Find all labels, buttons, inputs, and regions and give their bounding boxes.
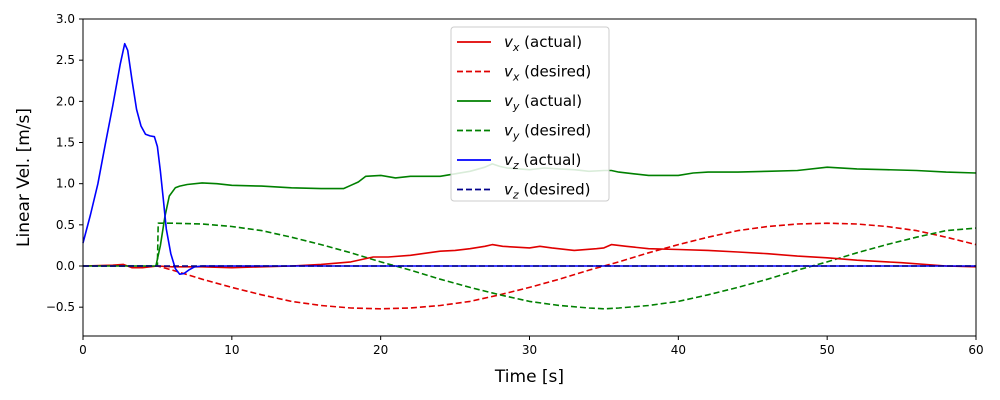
- x-tick-label: 40: [671, 343, 686, 357]
- legend-label: vy (actual): [504, 92, 582, 113]
- y-axis: −0.5 0.0 0.5 1.0 1.5 2.0 2.5 3.0: [46, 12, 83, 314]
- legend-label: vy (desired): [504, 122, 591, 143]
- y-tick-label: 0.0: [56, 259, 75, 273]
- x-tick-label: 0: [79, 343, 87, 357]
- y-tick-label: −0.5: [46, 300, 75, 314]
- y-tick-label: 3.0: [56, 12, 75, 26]
- legend-label: vz (actual): [504, 151, 581, 172]
- series-line-v-y-desired-: [83, 222, 977, 310]
- x-tick-label: 30: [522, 343, 537, 357]
- legend: vx (actual) vx (desired) vy (actual) vy (de…: [450, 26, 610, 202]
- series-line-v-x-desired-: [83, 222, 977, 310]
- y-tick-label: 2.5: [56, 53, 75, 67]
- x-tick-label: 60: [968, 343, 983, 357]
- y-tick-label: 1.0: [56, 177, 75, 191]
- x-tick-label: 20: [373, 343, 388, 357]
- x-tick-label: 10: [224, 343, 239, 357]
- x-axis-title: Time [s]: [494, 367, 564, 387]
- y-tick-label: 2.0: [56, 94, 75, 108]
- y-axis-title: Linear Vel. [m/s]: [14, 108, 34, 247]
- legend-label: vz (desired): [504, 181, 590, 202]
- legend-box: [450, 26, 610, 202]
- x-tick-label: 50: [820, 343, 835, 357]
- legend-label: vx (desired): [504, 63, 591, 84]
- y-tick-label: 0.5: [56, 218, 75, 232]
- series-line-v-x-actual-: [82, 243, 977, 269]
- x-axis: 0 10 20 30 40 50 60: [79, 336, 984, 357]
- y-tick-label: 1.5: [56, 136, 75, 150]
- legend-label: vx (actual): [504, 33, 582, 54]
